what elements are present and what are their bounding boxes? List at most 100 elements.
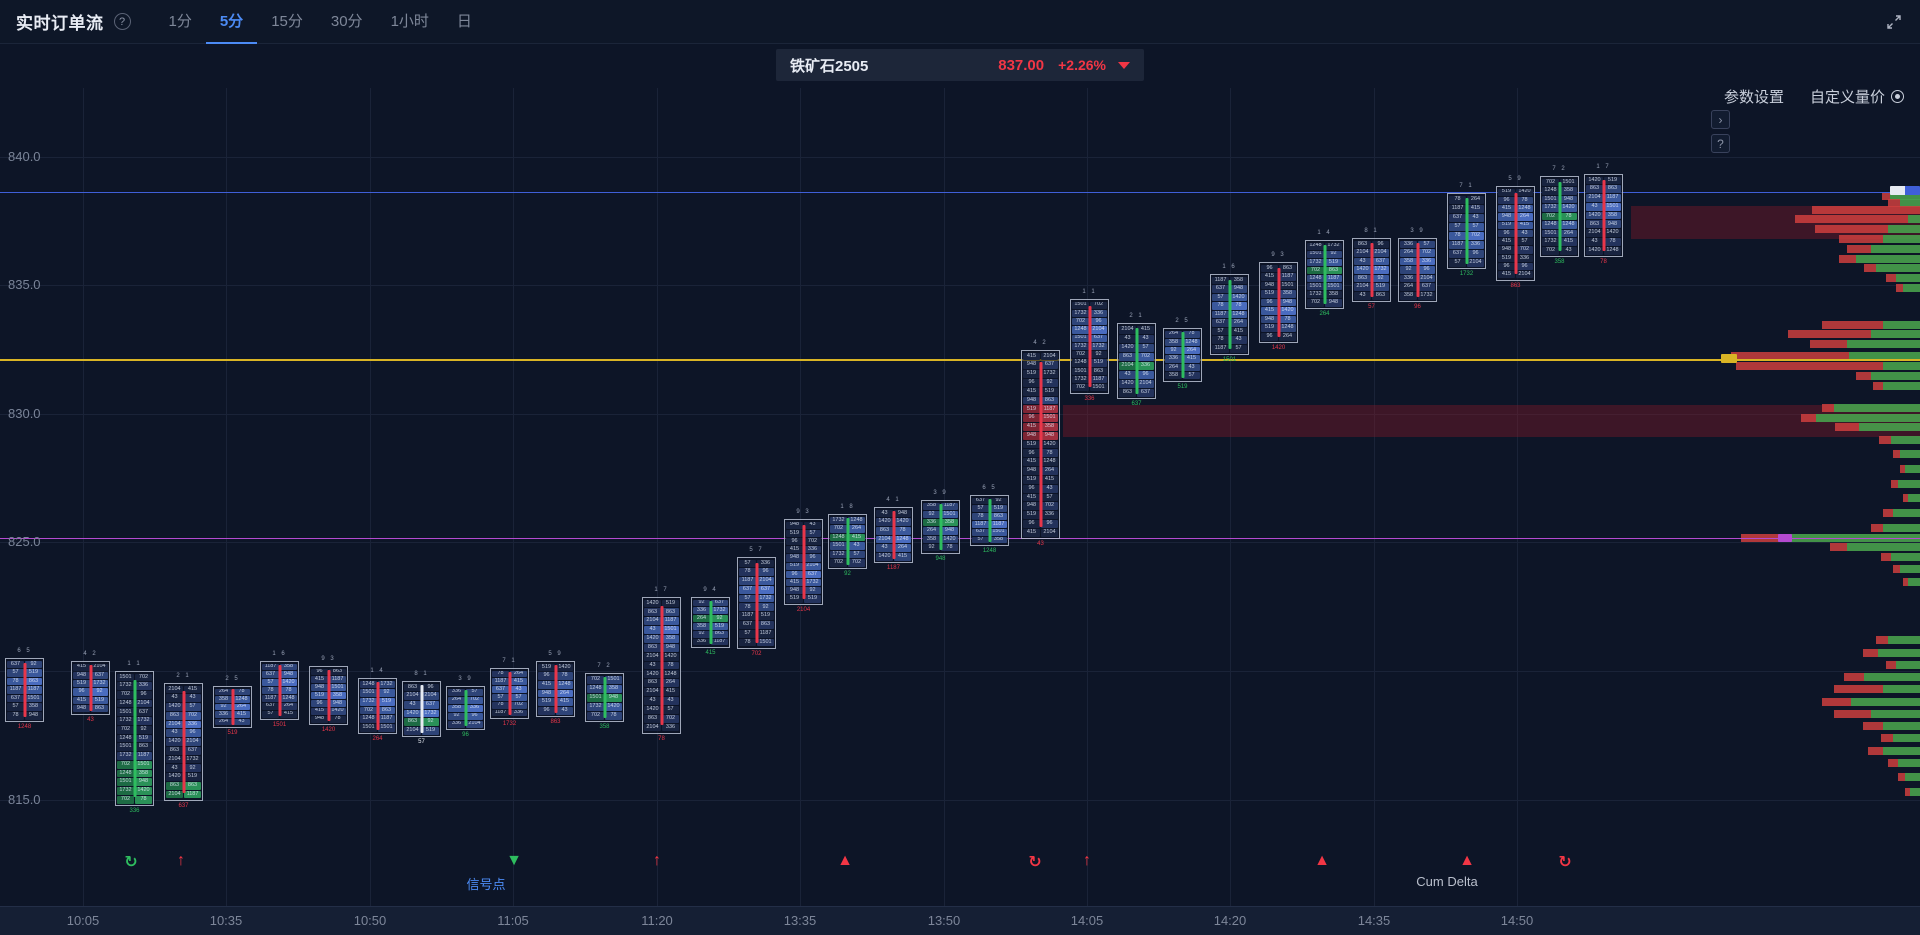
tab-15分[interactable]: 15分 bbox=[271, 13, 303, 30]
chart-help-button[interactable]: ? bbox=[1711, 134, 1730, 153]
footprint-candle: 519 1420 96 78 415 1248 948 264 519 415 96 43 bbox=[536, 661, 575, 717]
collapse-button[interactable]: › bbox=[1711, 110, 1730, 129]
footprint-candle: 1187 358 637 948 57 1420 78 78 1187 1248 637 264 57 4… bbox=[260, 661, 299, 720]
footprint-candle: 1248 1732 1501 92 1732 519 702 863 1248 1187 1501 1… bbox=[358, 678, 397, 734]
expand-icon[interactable] bbox=[1884, 12, 1904, 32]
candle-header-values: 1 4 bbox=[370, 668, 385, 674]
price-axis-label: 840.0 bbox=[8, 148, 41, 164]
volume-profile-bar bbox=[1839, 235, 1920, 243]
candle-delta-value: 1420 bbox=[1271, 345, 1286, 351]
candle-header-values: 9 3 bbox=[1271, 252, 1286, 258]
time-axis-label: 10:35 bbox=[209, 913, 243, 928]
time-axis-label: 10:05 bbox=[66, 913, 100, 928]
candle-delta-bar bbox=[133, 679, 136, 797]
candle-delta-bar bbox=[1465, 198, 1468, 264]
volume-profile-bar bbox=[1879, 436, 1920, 444]
candle-delta-bar bbox=[1602, 179, 1605, 252]
chart-side-buttons: › ? bbox=[1711, 110, 1730, 153]
footprint-candle: 415 2104 948 637 519 1732 96 92 415 519 948 863 519 1… bbox=[1021, 350, 1060, 539]
candle-delta-bar bbox=[802, 525, 805, 599]
volume-profile-bar bbox=[1898, 773, 1920, 781]
time-axis[interactable]: 10:05 10:35 10:50 11:05 11:20 13:35 13:50 14:05… bbox=[0, 906, 1920, 935]
volume-profile-bar bbox=[1822, 321, 1920, 329]
grid-line-vertical bbox=[1230, 88, 1231, 906]
candle-header-values: 9 4 bbox=[703, 587, 718, 593]
candle-header-values: 7 1 bbox=[1459, 183, 1474, 189]
tab-5分[interactable]: 5分 bbox=[205, 0, 258, 44]
candle-header-values: 5 9 bbox=[1508, 176, 1523, 182]
candle-delta-value: 702 bbox=[751, 651, 762, 657]
price-axis-label: 825.0 bbox=[8, 533, 41, 549]
tab-1小时[interactable]: 1小时 bbox=[390, 13, 429, 30]
candle-delta-bar bbox=[603, 676, 606, 719]
chevron-down-icon bbox=[1118, 61, 1130, 69]
volume-profile-bar bbox=[1835, 423, 1920, 431]
signal-circle-arrow-icon: ↻ bbox=[1028, 854, 1042, 871]
candle-delta-bar bbox=[846, 518, 849, 565]
footprint-candle: 948 43 519 57 96 702 415 336 948 96 519 2104 96 637 41… bbox=[784, 519, 823, 605]
timeframe-tabs: 1分 5分 15分 30分 1小时 日 bbox=[155, 0, 486, 44]
footprint-candle: 1248 1732 1501 92 1732 519 702 863 1248 1187 1501 1… bbox=[1305, 240, 1344, 309]
footprint-candle: 2104 415 43 43 1420 57 863 702 2104 336 43 96 1420 21… bbox=[164, 683, 203, 801]
candle-header-values: 9 3 bbox=[796, 509, 811, 515]
tab-30分[interactable]: 30分 bbox=[330, 13, 363, 30]
volume-profile-bar bbox=[1844, 673, 1920, 681]
volume-profile-bar bbox=[1881, 553, 1920, 561]
candle-header-values: 3 9 bbox=[458, 676, 473, 682]
candle-delta-bar bbox=[1277, 267, 1280, 338]
candle-delta-bar bbox=[420, 685, 423, 733]
custom-volume-button[interactable]: 自定义量价 bbox=[1810, 86, 1904, 107]
candle-delta-value: 637 bbox=[1131, 401, 1142, 407]
eye-icon bbox=[1891, 90, 1904, 103]
time-axis-label: 11:20 bbox=[641, 913, 673, 928]
instrument-selector[interactable]: 铁矿石2505 837.00 +2.26% bbox=[776, 49, 1144, 81]
candle-delta-bar bbox=[660, 606, 663, 725]
candle-header-values: 2 5 bbox=[225, 676, 240, 682]
volume-profile-bar bbox=[1795, 215, 1920, 223]
footprint-candle: 57 336 78 96 1187 2104 637 637 57 1732 78 92 1187 519… bbox=[737, 557, 776, 649]
candle-delta-bar bbox=[464, 689, 467, 727]
volume-profile-bar bbox=[1900, 465, 1920, 473]
candle-delta-value: 1732 bbox=[502, 721, 517, 727]
grid-line-vertical bbox=[1374, 88, 1375, 906]
settings-button[interactable]: 参数设置 bbox=[1723, 89, 1784, 106]
tab-日[interactable]: 日 bbox=[456, 13, 472, 30]
grid-line-vertical bbox=[1087, 88, 1088, 906]
grid-line-horizontal bbox=[0, 671, 1920, 672]
candle-delta-value: 92 bbox=[844, 571, 851, 577]
candle-delta-value: 519 bbox=[227, 730, 238, 736]
top-bar: 实时订单流 ? 1分 5分 15分 30分 1小时 日 bbox=[0, 0, 1920, 44]
signal-arrow-up-icon: ↑ bbox=[177, 852, 185, 869]
signal-triangle-down-icon: ▼ bbox=[506, 852, 522, 869]
candle-delta-bar bbox=[892, 511, 895, 559]
grid-line-vertical bbox=[1517, 88, 1518, 906]
tab-1分[interactable]: 1分 bbox=[168, 13, 192, 30]
current-price-marker bbox=[1890, 186, 1920, 195]
volume-profile-bar bbox=[1822, 404, 1920, 412]
help-icon[interactable]: ? bbox=[113, 13, 131, 30]
candle-header-values: 1 6 bbox=[1222, 264, 1237, 270]
candle-delta-value: 863 bbox=[1510, 283, 1521, 289]
signal-arrow-up-icon: ↑ bbox=[653, 852, 661, 869]
candle-delta-value: 1501 bbox=[1222, 357, 1237, 363]
candle-delta-value: 1732 bbox=[1459, 271, 1474, 277]
grid-line-vertical bbox=[370, 88, 371, 906]
candle-header-values: 1 4 bbox=[1317, 230, 1332, 236]
grid-line-vertical bbox=[800, 88, 801, 906]
grid-line-horizontal bbox=[0, 285, 1920, 286]
candle-delta-value: 358 bbox=[1554, 259, 1565, 265]
footprint-candle: 863 96 2104 2104 43 637 1420 1732 863 92 2104 519 bbox=[402, 681, 441, 737]
time-axis-label: 14:50 bbox=[1500, 913, 1534, 928]
candle-header-values: 4 2 bbox=[1033, 340, 1048, 346]
candle-header-values: 2 1 bbox=[176, 673, 191, 679]
candle-delta-value: 1420 bbox=[321, 727, 336, 733]
volume-profile-bar bbox=[1834, 710, 1920, 718]
time-axis-label: 10:50 bbox=[353, 913, 387, 928]
grid-line-vertical bbox=[657, 88, 658, 906]
footprint-candle: 1501 702 1732 336 702 96 1248 2104 1501 637 1732 17… bbox=[115, 671, 154, 806]
footprint-candle: 637 92 57 519 78 863 1187 1187 637 1501 57 358 bbox=[970, 495, 1009, 546]
volume-profile-bar bbox=[1905, 788, 1920, 796]
signal-triangle-up-icon: ▲ bbox=[837, 852, 853, 869]
volume-profile-bar bbox=[1881, 734, 1920, 742]
candle-delta-value: 1248 bbox=[17, 724, 32, 730]
